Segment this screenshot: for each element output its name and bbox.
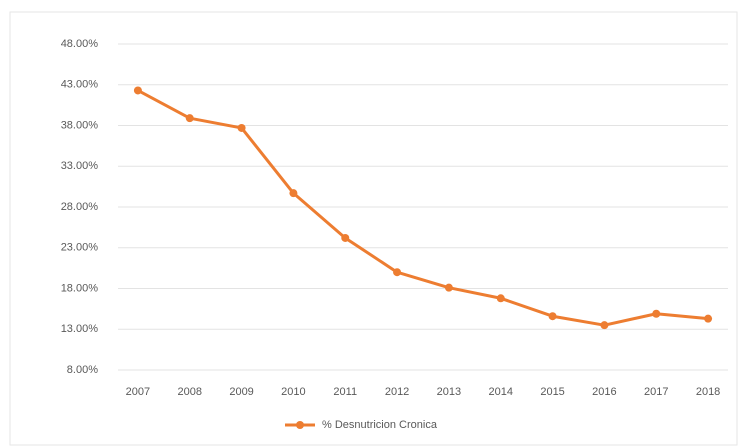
x-tick-label: 2008 bbox=[178, 386, 202, 398]
x-tick-label: 2013 bbox=[437, 386, 461, 398]
series-line bbox=[137, 89, 709, 327]
y-tick-label: 13.00% bbox=[61, 323, 99, 335]
x-tick-label: 2012 bbox=[385, 386, 409, 398]
y-tick-label: 18.00% bbox=[61, 282, 99, 294]
x-tick-label: 2011 bbox=[333, 386, 357, 398]
data-point bbox=[133, 86, 142, 95]
x-tick-label: 2017 bbox=[644, 386, 668, 398]
y-tick-label: 28.00% bbox=[61, 201, 99, 213]
data-point bbox=[393, 268, 402, 277]
legend-label: % Desnutricion Cronica bbox=[322, 419, 438, 431]
y-tick-label: 8.00% bbox=[67, 364, 98, 376]
data-point bbox=[600, 321, 609, 330]
data-point bbox=[341, 233, 350, 242]
y-tick-label: 43.00% bbox=[61, 79, 99, 91]
x-tick-label: 2018 bbox=[696, 386, 720, 398]
y-tick-label: 33.00% bbox=[61, 160, 99, 172]
data-point bbox=[652, 309, 661, 318]
data-point bbox=[444, 283, 453, 292]
data-point bbox=[289, 189, 298, 198]
data-point bbox=[704, 314, 713, 323]
x-tick-label: 2010 bbox=[281, 386, 305, 398]
x-tick-label: 2009 bbox=[229, 386, 253, 398]
x-tick-label: 2014 bbox=[489, 386, 513, 398]
x-tick-label: 2016 bbox=[592, 386, 616, 398]
x-tick-label: 2007 bbox=[126, 386, 150, 398]
chart-frame bbox=[9, 11, 738, 446]
y-tick-label: 48.00% bbox=[61, 38, 99, 50]
y-tick-label: 38.00% bbox=[61, 119, 99, 131]
data-point bbox=[548, 312, 557, 321]
data-point bbox=[185, 114, 194, 123]
x-tick-label: 2015 bbox=[540, 386, 564, 398]
y-tick-label: 23.00% bbox=[61, 242, 99, 254]
legend-marker bbox=[296, 421, 304, 429]
data-point bbox=[237, 123, 246, 132]
data-point bbox=[496, 294, 505, 303]
